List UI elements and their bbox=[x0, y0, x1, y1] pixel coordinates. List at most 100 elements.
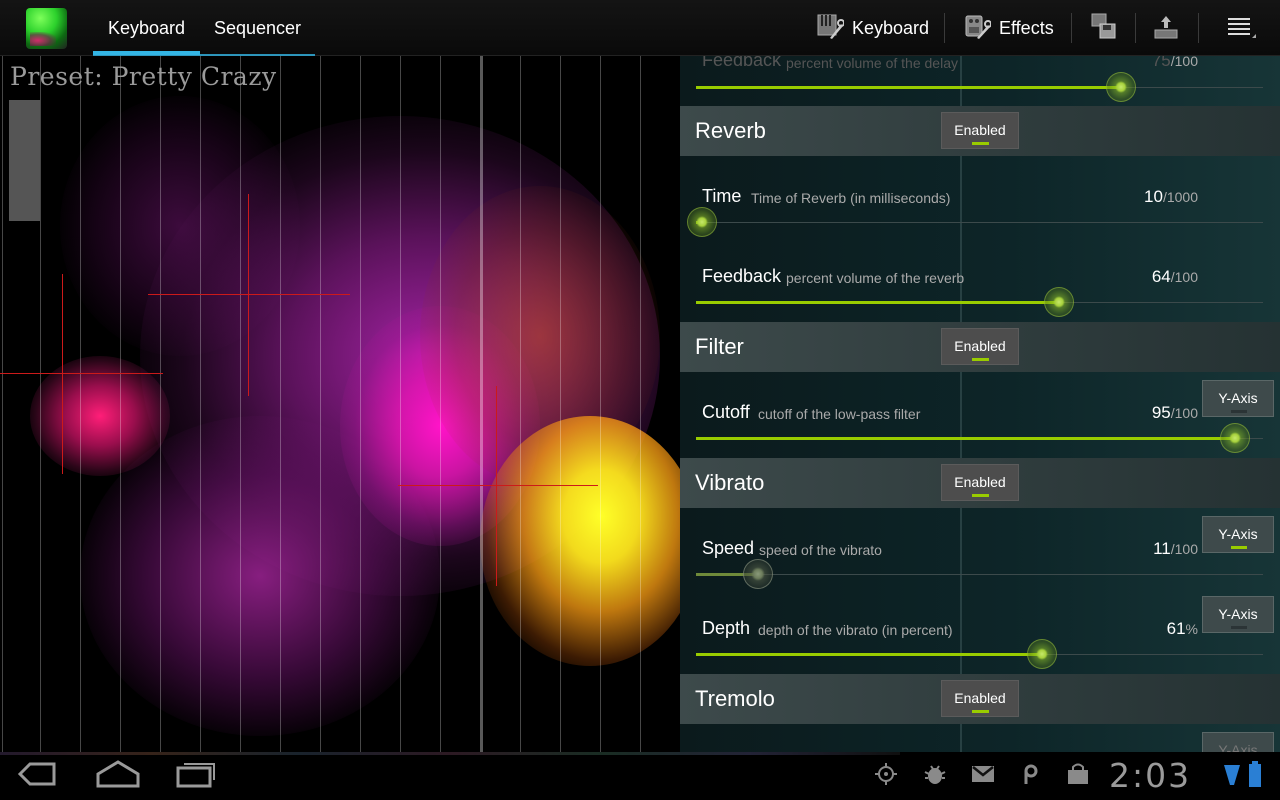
touch-crosshair bbox=[248, 194, 249, 396]
depth-y-axis-toggle[interactable]: Y-Axis bbox=[1202, 596, 1274, 633]
podcast-icon bbox=[1020, 762, 1040, 791]
recent-apps-button[interactable] bbox=[176, 752, 218, 800]
gps-icon bbox=[874, 762, 898, 791]
divider bbox=[1071, 13, 1072, 43]
slider-track[interactable] bbox=[696, 574, 1263, 575]
store-icon bbox=[1066, 762, 1090, 791]
param-value: 75/100 bbox=[1151, 56, 1198, 70]
slider-thumb[interactable] bbox=[687, 207, 717, 237]
debug-status bbox=[922, 752, 948, 800]
slider-track[interactable] bbox=[696, 222, 1263, 223]
glow-blob bbox=[480, 416, 680, 666]
key-divider bbox=[560, 56, 561, 752]
save-preset-button[interactable] bbox=[1090, 0, 1118, 56]
preset-label: Preset: Pretty Crazy bbox=[10, 62, 277, 91]
key-divider bbox=[40, 56, 41, 752]
overflow-menu-button[interactable] bbox=[1226, 0, 1256, 56]
action-bar: Keyboard Sequencer Keyboard bbox=[0, 0, 1280, 56]
section-header-reverb: Reverb Enabled bbox=[680, 106, 1280, 156]
slider-thumb[interactable] bbox=[1044, 287, 1074, 317]
back-icon bbox=[16, 760, 58, 793]
app-icon[interactable] bbox=[26, 8, 67, 49]
gmail-icon bbox=[970, 763, 996, 790]
param-desc: depth of the vibrato (in percent) bbox=[758, 622, 953, 638]
key-divider bbox=[160, 56, 161, 752]
param-value: 95/100 bbox=[1151, 403, 1198, 422]
slider-thumb[interactable] bbox=[743, 559, 773, 589]
slider-fill bbox=[696, 86, 1121, 89]
gmail-status bbox=[970, 752, 996, 800]
panel-divider bbox=[960, 56, 962, 752]
section-title: Reverb bbox=[695, 118, 766, 143]
param-desc: percent volume of the delay bbox=[786, 56, 958, 71]
debug-icon bbox=[922, 762, 948, 791]
system-nav-bar bbox=[0, 752, 1280, 800]
overflow-menu-icon bbox=[1226, 12, 1256, 45]
play-canvas[interactable]: Preset: Pretty Crazy bbox=[0, 56, 680, 752]
slider-thumb[interactable] bbox=[1220, 423, 1250, 453]
save-preset-icon bbox=[1090, 12, 1118, 45]
param-name: Cutoff bbox=[702, 402, 750, 422]
tab-strip-underline bbox=[93, 54, 315, 56]
status-clock: 2:03 bbox=[1109, 756, 1192, 795]
divider bbox=[1135, 13, 1136, 43]
section-title: Filter bbox=[695, 334, 744, 359]
param-name: Feedback bbox=[702, 266, 782, 286]
tremolo-y-axis-toggle[interactable]: Y-Axis bbox=[1202, 732, 1274, 752]
touch-crosshair bbox=[398, 485, 598, 486]
keyboard-wrench-icon bbox=[816, 12, 845, 45]
divider bbox=[1198, 13, 1199, 43]
filter-enabled-toggle[interactable]: Enabled bbox=[941, 328, 1019, 365]
tab-keyboard[interactable]: Keyboard bbox=[107, 18, 186, 38]
param-desc: speed of the vibrato bbox=[759, 542, 882, 558]
home-icon bbox=[96, 759, 140, 793]
key-divider bbox=[400, 56, 401, 752]
signal-status bbox=[1222, 752, 1242, 800]
speed-y-axis-toggle[interactable]: Y-Axis bbox=[1202, 516, 1274, 553]
touch-crosshair bbox=[148, 294, 350, 295]
param-value: 64/100 bbox=[1151, 267, 1198, 286]
param-value: 61% bbox=[1166, 619, 1198, 638]
param-name: Feedback bbox=[702, 56, 782, 70]
key-divider bbox=[280, 56, 281, 752]
param-desc: Time of Reverb (in milliseconds) bbox=[751, 190, 951, 206]
param-desc: percent volume of the reverb bbox=[786, 270, 965, 286]
slider-fill bbox=[696, 301, 1059, 304]
signal-icon bbox=[1222, 761, 1242, 792]
tab-selected-indicator bbox=[93, 51, 200, 55]
slider-fill bbox=[696, 573, 758, 576]
slider-fill bbox=[696, 437, 1235, 440]
cutoff-y-axis-toggle[interactable]: Y-Axis bbox=[1202, 380, 1274, 417]
battery-status bbox=[1248, 752, 1262, 800]
param-value: 10/1000 bbox=[1144, 187, 1198, 206]
key-divider bbox=[240, 56, 241, 752]
slider-thumb[interactable] bbox=[1027, 639, 1057, 669]
key-divider bbox=[80, 56, 81, 752]
effects-panel: Feedback percent volume of the delay 75/… bbox=[680, 56, 1280, 752]
effects-action-button[interactable]: Effects bbox=[963, 0, 1054, 56]
recent-apps-icon bbox=[176, 760, 218, 793]
upload-icon bbox=[1153, 12, 1181, 45]
key-divider bbox=[360, 56, 361, 752]
divider bbox=[944, 13, 945, 43]
reverb-enabled-toggle[interactable]: Enabled bbox=[941, 112, 1019, 149]
section-title: Tremolo bbox=[695, 686, 775, 711]
podcast-status bbox=[1020, 752, 1040, 800]
param-name: Time bbox=[702, 186, 742, 206]
key-divider bbox=[520, 56, 521, 752]
keyboard-action-button[interactable]: Keyboard bbox=[816, 0, 929, 56]
back-button[interactable] bbox=[16, 752, 58, 800]
upload-button[interactable] bbox=[1153, 0, 1181, 56]
section-title: Vibrato bbox=[695, 470, 765, 495]
vibrato-enabled-toggle[interactable]: Enabled bbox=[941, 464, 1019, 501]
tremolo-enabled-toggle[interactable]: Enabled bbox=[941, 680, 1019, 717]
param-name: Depth bbox=[702, 618, 751, 638]
home-button[interactable] bbox=[96, 752, 140, 800]
slider-thumb[interactable] bbox=[1106, 72, 1136, 102]
slider-fill bbox=[696, 653, 1042, 656]
pedal-wrench-icon bbox=[963, 12, 992, 45]
volume-slider[interactable] bbox=[9, 100, 40, 221]
param-desc: cutoff of the low-pass filter bbox=[758, 406, 921, 422]
tab-sequencer[interactable]: Sequencer bbox=[213, 18, 302, 38]
